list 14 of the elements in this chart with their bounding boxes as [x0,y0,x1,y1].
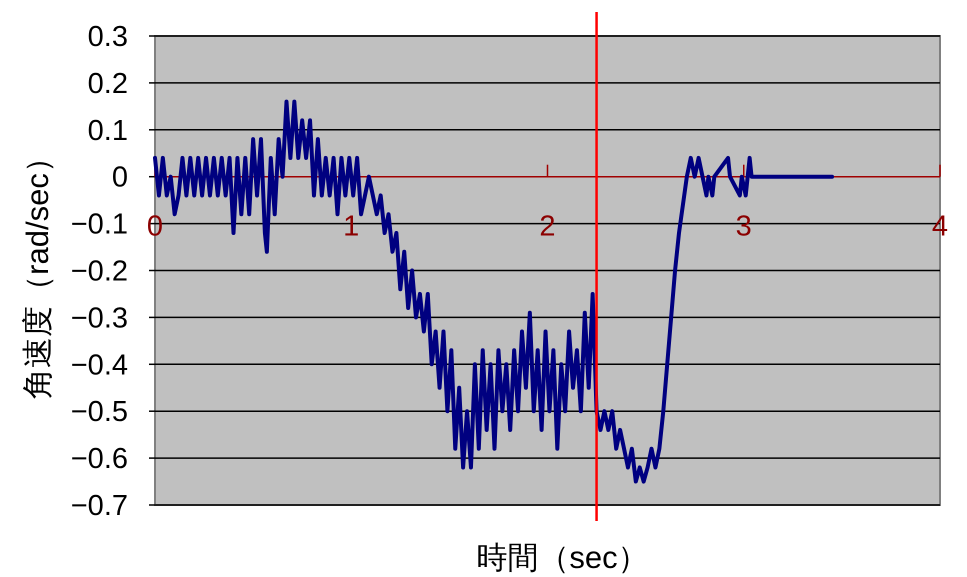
y-tick-label: −0.3 [70,302,128,334]
x-tick-label: 4 [932,210,948,243]
y-tick-label: −0.5 [70,396,128,428]
y-tick-label: 0.1 [88,114,128,147]
y-tick-label: −0.1 [70,208,128,241]
x-axis-title: 時間（sec） [476,540,649,575]
y-tick-label: −0.4 [70,349,128,382]
y-tick-label: 0 [112,162,128,194]
y-axis-title: 角速度（rad/sec） [20,142,55,399]
y-tick-label: 0.3 [88,21,128,53]
y-tick-label: −0.2 [70,256,128,288]
y-tick-label: −0.7 [70,490,128,522]
y-tick-label: 0.2 [88,68,128,100]
y-tick-label: −0.6 [70,443,128,476]
